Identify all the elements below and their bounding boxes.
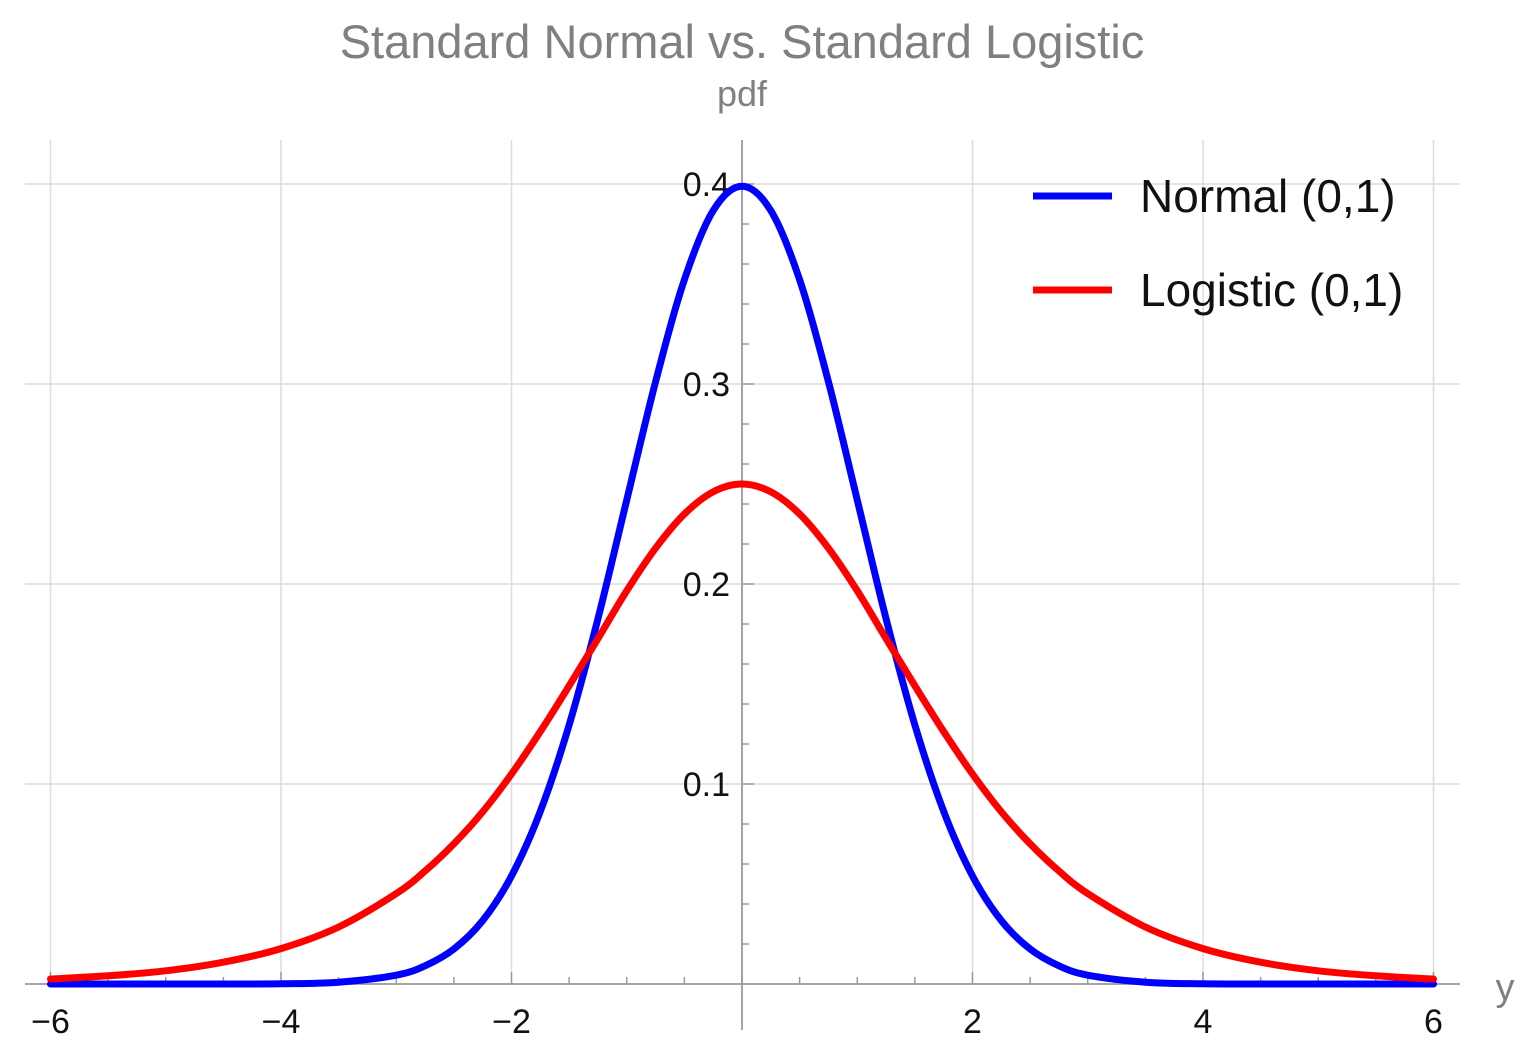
- legend-label: Logistic (0,1): [1140, 264, 1403, 316]
- series-layer: [47, 182, 1437, 988]
- normal-series-line: [47, 182, 1437, 988]
- ticks: −6 −4 −2 2 4 60.10.20.30.4: [31, 166, 1443, 1041]
- x-axis-label: y: [1496, 967, 1515, 1009]
- y-tick-label: 0.1: [683, 766, 730, 804]
- y-axis-label: pdf: [717, 73, 768, 114]
- x-tick-label: −6: [31, 1003, 70, 1041]
- legend-label: Normal (0,1): [1140, 170, 1396, 222]
- x-tick-label: −4: [262, 1003, 301, 1041]
- y-tick-label: 0.3: [683, 366, 730, 404]
- x-tick-label: 2: [963, 1003, 982, 1041]
- x-tick-label: 6: [1424, 1003, 1443, 1041]
- legend: Normal (0,1) Logistic (0,1): [1033, 170, 1403, 316]
- x-tick-label: −2: [492, 1003, 531, 1041]
- x-tick-label: 4: [1194, 1003, 1213, 1041]
- chart-title: Standard Normal vs. Standard Logistic: [340, 15, 1145, 68]
- y-tick-label: 0.2: [683, 566, 730, 604]
- logistic-series-line: [47, 480, 1437, 983]
